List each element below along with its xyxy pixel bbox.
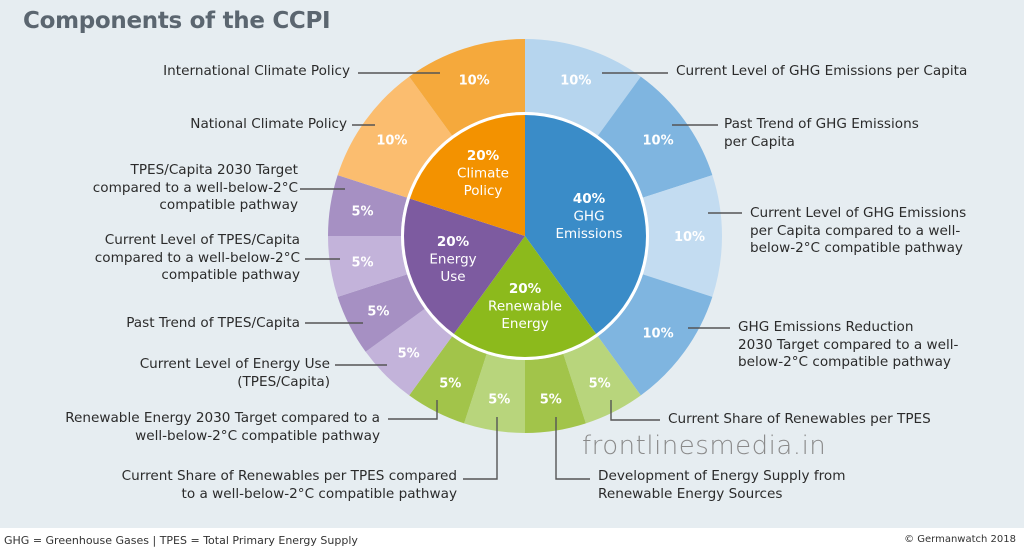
callout-label: TPES/Capita 2030 Target compared to a wel… [93,162,298,215]
outer-slice-8 [365,308,453,396]
inner-slice-2 [403,198,525,334]
callout-line: compared to a well-below-2°C [94,249,300,266]
callout-label: Renewable Energy 2030 Target compared to… [65,410,380,445]
callout-label: GHG Emissions Reduction 2030 Target compa… [738,319,958,372]
callout-line: Current Share of Renewables per TPES [668,411,931,427]
callout-line: International Climate Policy [163,63,350,79]
callout-line: GHG Emissions Reduction [738,319,914,335]
callout-line: compared to a well-below-2°C [92,179,298,196]
inner-slice-1 [453,236,597,358]
callout-label: Development of Energy Supply from Renewab… [598,468,845,503]
callout-line: Current Level of TPES/Capita [104,232,300,248]
leader-line-5 [555,417,590,480]
inner-slice-label: 20% Energy Use [429,234,476,285]
outer-slice-13 [409,39,525,136]
callout-line: per Capita [724,133,795,150]
inner-slice-3 [409,115,525,236]
page-title: Components of the CCPI [23,8,331,34]
outer-slice-label: 5% [351,204,373,219]
outer-slice-label: 10% [643,327,674,342]
outer-slice-label: 5% [367,305,389,320]
callout-label: National Climate Policy [190,116,347,134]
outer-slice-10 [328,236,408,297]
outer-slice-7 [409,336,487,424]
outer-slice-1 [597,76,713,198]
callout-label: Current Level of GHG Emissions per Capita… [750,205,966,258]
callout-line: Current Level of GHG Emissions [750,205,967,221]
outer-slice-label: 5% [540,392,562,407]
outer-slice-label: 10% [560,74,591,89]
inner-slice-label: 20% Climate Policy [457,148,509,199]
watermark: frontlinesmedia.in [582,431,827,461]
ccpi-donut-chart: 10% 10% 10% 10% 5% 5% 5% 5% 5% 5% 5% 5% 10% 10% 40% GHG… [300,39,742,480]
outer-slice-6 [464,353,525,433]
outer-slice-11 [328,175,408,236]
callout-label: Current Level of Energy Use (TPES/Capita) [140,356,330,391]
callout-label: Past Trend of GHG Emissions per Capita [724,116,919,151]
outer-slice-2 [642,175,723,297]
callout-line: to a well-below-2°C compatible pathway [181,485,457,502]
footer-copyright: © Germanwatch 2018 [904,534,1016,545]
callout-line: per Capita compared to a well- [750,222,961,239]
callout-line: Current Share of Renewables per TPES com… [121,468,457,484]
outer-slice-label: 5% [351,256,373,271]
outer-slice-4 [563,336,641,424]
outer-slice-9 [337,274,425,352]
outer-slice-label: 10% [459,74,490,89]
callout-line: below-2°C compatible pathway [738,354,951,370]
outer-slice-label: 5% [398,346,420,361]
outer-slice-5 [525,353,586,433]
callout-label: Current Share of Renewables per TPES com… [122,468,457,503]
callout-label: Past Trend of TPES/Capita [126,315,300,333]
callout-label: Current Level of TPES/Capita compared to … [95,232,300,285]
outer-slice-label: 5% [488,392,510,407]
callout-line: National Climate Policy [190,116,347,132]
inner-slice-label: 20% Renewable Energy [488,281,562,332]
callout-label: Current Level of GHG Emissions per Capit… [676,63,967,81]
leader-line-7 [388,400,438,420]
callout-line: Renewable Energy 2030 Target compared to… [65,410,380,426]
callout-line: 2030 Target compared to a well- [738,336,959,353]
outer-slice-label: 10% [643,133,674,148]
callout-line: compatible pathway [159,197,298,213]
outer-slice-12 [337,76,453,198]
callout-label: Current Share of Renewables per TPES [668,411,931,429]
outer-slice-3 [597,274,713,396]
callout-line: compatible pathway [161,267,300,283]
callout-line: (TPES/Capita) [237,373,330,390]
outer-slice-label: 10% [674,230,705,245]
outer-slice-label: 5% [439,377,461,392]
callout-line: below-2°C compatible pathway [750,240,963,256]
callout-label: International Climate Policy [163,63,350,81]
callout-line: Past Trend of TPES/Capita [126,315,300,331]
outer-slice-label: 5% [589,377,611,392]
leader-line-4 [610,400,660,421]
outer-slice-0 [525,39,641,136]
inner-slice-0 [525,115,646,334]
callout-line: TPES/Capita 2030 Target [130,162,298,178]
callout-line: Renewable Energy Sources [598,485,783,502]
footer-abbreviations: GHG = Greenhouse Gases | TPES = Total Pr… [4,534,358,547]
callout-line: well-below-2°C compatible pathway [135,427,380,444]
outer-slice-label: 10% [376,133,407,148]
leader-line-6 [463,417,498,480]
callout-line: Past Trend of GHG Emissions [724,116,919,132]
inner-slice-label: 40% GHG Emissions [555,191,622,242]
callout-line: Current Level of Energy Use [139,356,330,372]
callout-line: Current Level of GHG Emissions per Capit… [676,63,968,79]
callout-line: Development of Energy Supply from [598,468,846,484]
